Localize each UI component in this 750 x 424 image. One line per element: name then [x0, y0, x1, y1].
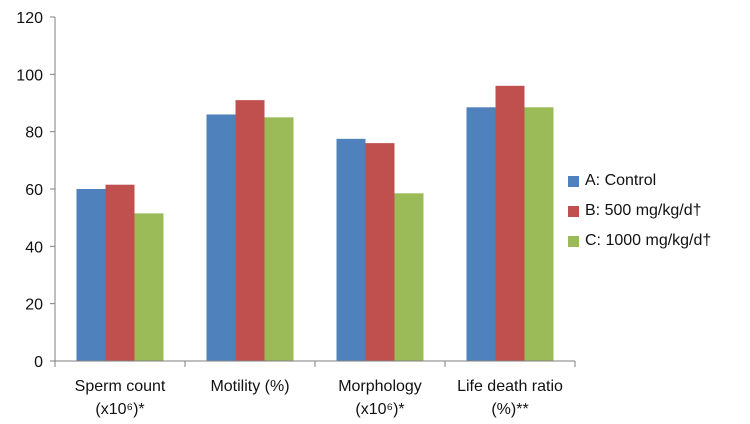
- x-category-label: Morphology: [338, 378, 422, 395]
- x-category-label: (x10⁶)*: [355, 401, 404, 418]
- bar: [206, 114, 236, 361]
- legend-swatch: [568, 235, 579, 247]
- bar: [365, 143, 395, 361]
- bar: [466, 107, 496, 361]
- legend-label: C: 1000 mg/kg/d†: [585, 232, 712, 249]
- bar: [524, 107, 554, 361]
- y-tick-label: 80: [25, 125, 43, 142]
- legend-item: C: 1000 mg/kg/d†: [568, 230, 711, 252]
- x-axis: Sperm count (x10⁶)* Motility (%) Morphology…: [54, 360, 576, 418]
- x-category-label: (%)**: [491, 401, 528, 418]
- legend-item: B: 500 mg/kg/d†: [568, 200, 711, 222]
- y-axis: 0 20 40 60 80 100 120: [16, 10, 56, 371]
- y-tick-label: 100: [16, 67, 43, 84]
- x-category-label: Motility (%): [210, 378, 289, 395]
- legend-swatch: [568, 175, 579, 187]
- bar: [495, 85, 525, 362]
- y-tick-label: 0: [34, 354, 43, 371]
- bar: [235, 100, 265, 361]
- bar: [76, 189, 106, 361]
- bar: [264, 117, 294, 361]
- legend-item: A: Control: [568, 170, 711, 192]
- bar: [336, 138, 366, 361]
- y-tick-label: 60: [25, 182, 43, 199]
- y-tick-label: 120: [16, 10, 43, 27]
- bars: [76, 85, 554, 362]
- legend: A: Control B: 500 mg/kg/d† C: 1000 mg/kg/d…: [568, 170, 711, 260]
- bar: [394, 193, 424, 361]
- bar: [105, 184, 135, 361]
- legend-label: A: Control: [585, 172, 657, 189]
- x-category-label: Life death ratio: [457, 378, 563, 395]
- legend-label: B: 500 mg/kg/d†: [585, 202, 702, 219]
- bar: [134, 213, 164, 361]
- y-tick-label: 20: [25, 297, 43, 314]
- x-category-label: Sperm count: [75, 378, 166, 395]
- legend-swatch: [568, 205, 579, 217]
- y-tick-label: 40: [25, 239, 43, 256]
- x-category-label: (x10⁶)*: [95, 401, 144, 418]
